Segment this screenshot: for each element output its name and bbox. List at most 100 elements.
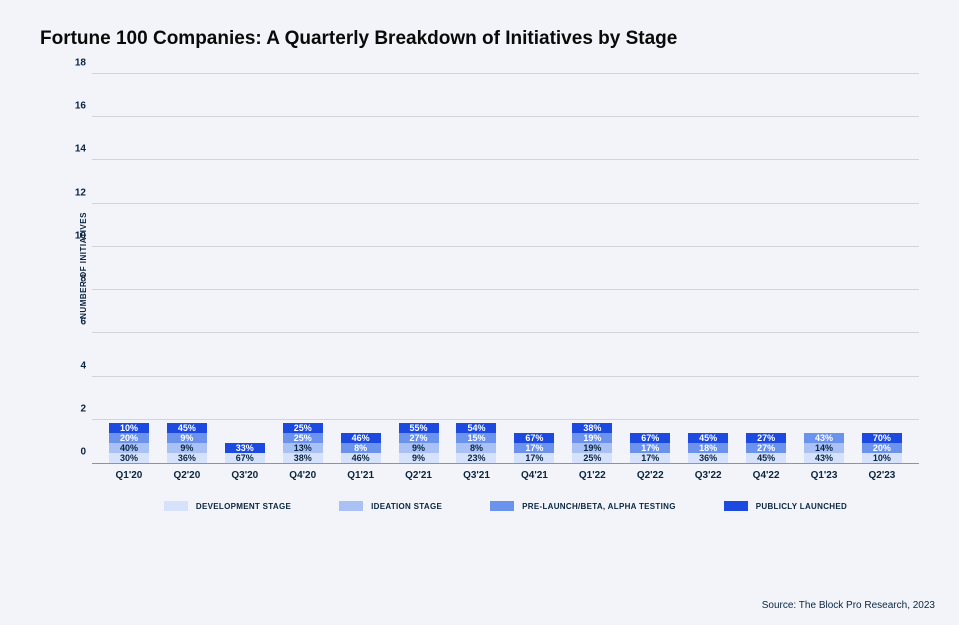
bar-segment-pub: 33% <box>225 443 265 453</box>
bar-slot: 67%33% <box>216 443 274 463</box>
bars-group: 30%40%20%10%36%9%9%45%67%33%38%13%25%25%… <box>92 74 919 463</box>
bar-slot: 36%18%45% <box>679 433 737 463</box>
legend-item: PUBLICLY LAUNCHED <box>724 501 847 511</box>
bar-segment-dev: 46% <box>341 453 381 463</box>
x-tick-label: Q2'21 <box>390 470 448 481</box>
bar-segment-pub: 54% <box>456 423 496 433</box>
x-tick-label: Q2'22 <box>621 470 679 481</box>
x-tick-label: Q2'20 <box>158 470 216 481</box>
legend-item: PRE-LAUNCH/BETA, ALPHA TESTING <box>490 501 676 511</box>
bar-slot: 23%8%15%54% <box>448 423 506 463</box>
bar-segment-pre: 15% <box>456 433 496 443</box>
bar-segment-pub: 45% <box>688 433 728 443</box>
legend-swatch <box>724 501 748 511</box>
bar-segment-pre: 43% <box>804 433 844 443</box>
bar-slot: 36%9%9%45% <box>158 423 216 463</box>
bar: 17%17%67% <box>630 433 670 463</box>
gridline <box>92 419 919 420</box>
bar-segment-idea: 8% <box>456 443 496 453</box>
x-tick-label: Q4'22 <box>737 470 795 481</box>
x-tick-label: Q4'21 <box>505 470 563 481</box>
bar: 25%19%19%38% <box>572 423 612 463</box>
x-tick-label: Q1'21 <box>332 470 390 481</box>
x-tick-label: Q1'22 <box>563 470 621 481</box>
y-tick-label: 2 <box>68 403 86 414</box>
chart-title: Fortune 100 Companies: A Quarterly Break… <box>40 28 919 50</box>
x-tick-label: Q3'22 <box>679 470 737 481</box>
bar-segment-idea: 19% <box>572 443 612 453</box>
x-tick-label: Q4'20 <box>274 470 332 481</box>
legend-swatch <box>164 501 188 511</box>
bar-segment-dev: 17% <box>630 453 670 463</box>
y-tick-label: 6 <box>68 317 86 328</box>
bar-segment-pre: 9% <box>167 433 207 443</box>
gridline <box>92 289 919 290</box>
legend-swatch <box>490 501 514 511</box>
x-tick-label: Q3'21 <box>448 470 506 481</box>
bar-segment-dev: 25% <box>572 453 612 463</box>
bar-slot: 30%40%20%10% <box>100 423 158 463</box>
chart-wrap: NUMBER OF INITIATIVES 30%40%20%10%36%9%9… <box>40 74 919 511</box>
bar-segment-idea: 9% <box>399 443 439 453</box>
legend-item: IDEATION STAGE <box>339 501 442 511</box>
x-tick-label: Q3'20 <box>216 470 274 481</box>
bar-slot: 43%14%43% <box>795 433 853 463</box>
bar: 43%14%43% <box>804 433 844 463</box>
legend-label: DEVELOPMENT STAGE <box>196 502 291 511</box>
y-tick-label: 14 <box>68 144 86 155</box>
bar-slot: 9%9%27%55% <box>390 423 448 463</box>
bar-segment-pub: 10% <box>109 423 149 433</box>
bar-segment-idea: 14% <box>804 443 844 453</box>
bar: 10%20%70% <box>862 433 902 463</box>
bar-segment-pre: 27% <box>746 443 786 453</box>
bar-segment-pre: 27% <box>399 433 439 443</box>
legend-label: IDEATION STAGE <box>371 502 442 511</box>
bar-segment-pre: 20% <box>862 443 902 453</box>
bar-segment-dev: 38% <box>283 453 323 463</box>
legend-swatch <box>339 501 363 511</box>
bar-segment-pre: 8% <box>341 443 381 453</box>
y-tick-label: 10 <box>68 230 86 241</box>
bar-segment-dev: 17% <box>514 453 554 463</box>
bar-segment-pub: 38% <box>572 423 612 433</box>
gridline <box>92 376 919 377</box>
bar: 30%40%20%10% <box>109 423 149 463</box>
legend-label: PUBLICLY LAUNCHED <box>756 502 847 511</box>
gridline <box>92 73 919 74</box>
bar: 23%8%15%54% <box>456 423 496 463</box>
y-tick-label: 4 <box>68 360 86 371</box>
bar-slot: 46%8%46% <box>332 433 390 463</box>
bar-segment-pub: 70% <box>862 433 902 443</box>
bar: 36%9%9%45% <box>167 423 207 463</box>
bar-segment-pub: 45% <box>167 423 207 433</box>
bar-segment-dev: 67% <box>225 453 265 463</box>
bar-segment-dev: 23% <box>456 453 496 463</box>
x-tick-label: Q2'23 <box>853 470 911 481</box>
y-tick-label: 18 <box>68 58 86 69</box>
bar-segment-pub: 67% <box>514 433 554 443</box>
y-tick-label: 16 <box>68 101 86 112</box>
chart-container: Fortune 100 Companies: A Quarterly Break… <box>0 0 959 531</box>
bar-segment-idea: 9% <box>167 443 207 453</box>
gridline <box>92 246 919 247</box>
bar-segment-dev: 36% <box>688 453 728 463</box>
bar: 17%17%67% <box>514 433 554 463</box>
bar: 45%27%27% <box>746 433 786 463</box>
gridline <box>92 116 919 117</box>
bar-segment-pub: 27% <box>746 433 786 443</box>
bar-segment-pre: 20% <box>109 433 149 443</box>
x-axis-labels: Q1'20Q2'20Q3'20Q4'20Q1'21Q2'21Q3'21Q4'21… <box>92 464 919 481</box>
bar-segment-idea: 40% <box>109 443 149 453</box>
bar-segment-pre: 18% <box>688 443 728 453</box>
bar-slot: 45%27%27% <box>737 433 795 463</box>
bar: 38%13%25%25% <box>283 423 323 463</box>
bar-segment-pub: 55% <box>399 423 439 433</box>
y-tick-label: 8 <box>68 274 86 285</box>
bar: 46%8%46% <box>341 433 381 463</box>
bar-segment-idea: 13% <box>283 443 323 453</box>
legend-label: PRE-LAUNCH/BETA, ALPHA TESTING <box>522 502 676 511</box>
gridline <box>92 203 919 204</box>
bar-segment-dev: 43% <box>804 453 844 463</box>
bar-segment-dev: 9% <box>399 453 439 463</box>
bar-slot: 17%17%67% <box>505 433 563 463</box>
